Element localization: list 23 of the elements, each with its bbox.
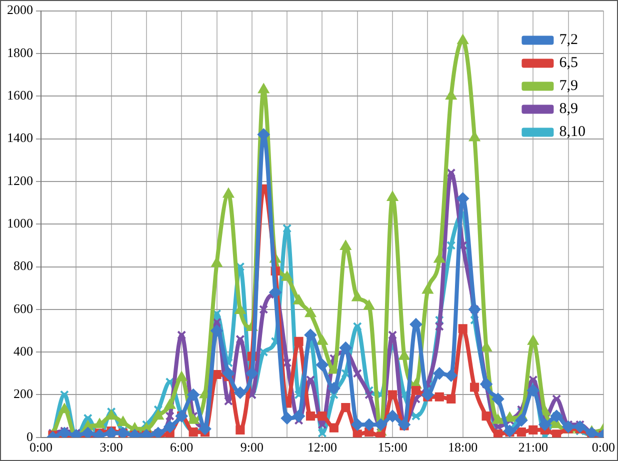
x-tick-label: 21:00 xyxy=(518,440,548,455)
y-tick-label: 2000 xyxy=(7,2,33,18)
y-tick-label: 1000 xyxy=(7,216,33,231)
y-tick-label: 200 xyxy=(14,386,33,402)
y-tick-label: 1200 xyxy=(7,172,33,188)
x-tick-label: 9:00 xyxy=(240,440,264,455)
x-tick-label: 3:00 xyxy=(100,440,123,455)
legend-label: 8,9 xyxy=(559,101,578,118)
legend-label: 7,2 xyxy=(559,32,578,48)
x-tick-label: 18:00 xyxy=(448,440,478,455)
x-tick-label: 15:00 xyxy=(378,440,408,455)
x-tick-label: 12:00 xyxy=(307,440,338,455)
y-tick-label: 1400 xyxy=(7,130,33,146)
y-tick-label: 800 xyxy=(14,258,33,274)
legend-label: 7,9 xyxy=(559,78,578,94)
y-tick-label: 400 xyxy=(14,344,33,358)
legend-label: 8,10 xyxy=(559,124,586,140)
y-tick-label: 1600 xyxy=(7,88,33,103)
legend-label: 6,5 xyxy=(559,55,578,72)
y-tick-label: 600 xyxy=(14,300,33,316)
x-tick-label: 6:00 xyxy=(170,440,194,455)
x-tick-label: 0:00 xyxy=(592,440,616,455)
y-tick-label: 1800 xyxy=(7,44,33,60)
